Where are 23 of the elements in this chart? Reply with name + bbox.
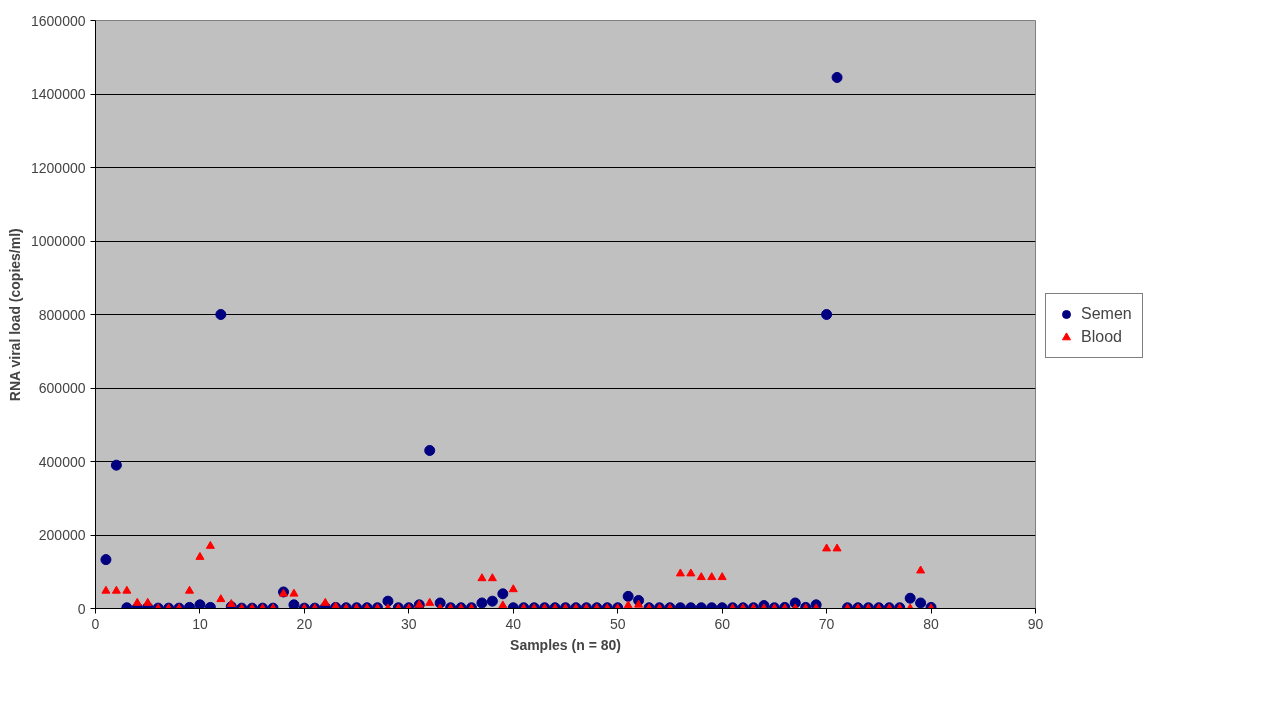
y-tick-label: 800000 bbox=[38, 306, 86, 323]
x-tick-label: 90 bbox=[1027, 615, 1044, 632]
x-tick-label: 70 bbox=[818, 615, 835, 632]
y-tick-label: 1200000 bbox=[31, 159, 86, 176]
y-tick-label: 200000 bbox=[38, 527, 86, 543]
y-tick-label: 600000 bbox=[38, 380, 86, 396]
x-tick-label: 60 bbox=[714, 615, 731, 632]
y-tick-label: 1000000 bbox=[31, 233, 86, 249]
x-tick-label: 40 bbox=[505, 615, 522, 632]
y-axis-title: RNA viral load (copies/ml) bbox=[7, 228, 23, 402]
legend-label: Semen bbox=[1081, 305, 1132, 323]
x-tick-label: 30 bbox=[401, 615, 417, 632]
x-tick-label: 0 bbox=[91, 615, 100, 632]
y-tick-label: 1600000 bbox=[31, 12, 86, 29]
x-tick-label: 50 bbox=[609, 615, 626, 632]
y-tick-label: 1400000 bbox=[31, 86, 86, 102]
x-tick-label: 10 bbox=[192, 615, 208, 632]
x-tick-label: 80 bbox=[923, 615, 940, 632]
x-axis-title: Samples (n = 80) bbox=[510, 636, 621, 653]
y-tick-label: 0 bbox=[77, 600, 86, 617]
x-tick-label: 20 bbox=[296, 615, 313, 632]
y-tick-label: 400000 bbox=[38, 453, 86, 470]
legend-label: Blood bbox=[1081, 328, 1122, 346]
